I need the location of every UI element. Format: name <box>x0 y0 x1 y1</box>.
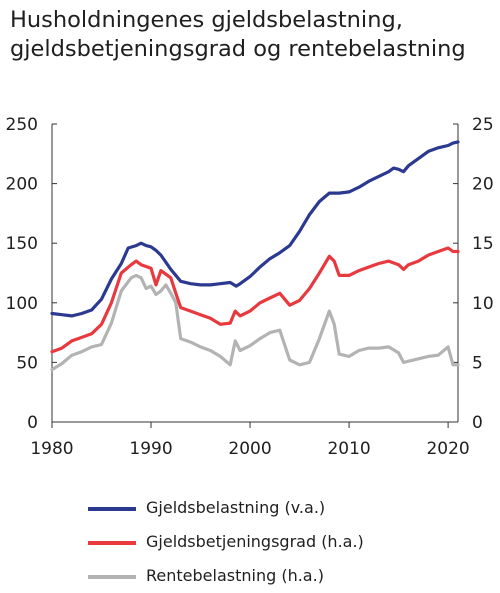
line-chart: 0 50 100 150 200 250 0 5 10 15 20 25 1980 1990 2000 201… <box>6 115 494 459</box>
legend-label: Gjeldsbelastning (v.a.) <box>146 498 326 517</box>
y-right-tick-label: 20 <box>472 175 494 195</box>
y-left-tick-label: 200 <box>6 175 38 195</box>
y-right-tick-label: 25 <box>472 115 494 135</box>
y-left-tick-label: 250 <box>6 115 38 135</box>
series-line-2 <box>50 273 460 372</box>
y-right-tick-label: 0 <box>472 413 483 433</box>
legend-swatch <box>88 507 136 511</box>
legend-swatch <box>88 541 136 545</box>
chart-axes: 0 50 100 150 200 250 0 5 10 15 20 25 1980 1990 2000 201… <box>6 115 494 459</box>
chart-title-line-2: gjeldsbetjeningsgrad og rentebelastning <box>10 36 466 62</box>
y-left-tick-label: 50 <box>16 353 38 373</box>
x-tick-label: 2000 <box>228 439 271 459</box>
x-tick-label: 2010 <box>327 439 370 459</box>
x-tick-label: 2020 <box>426 439 469 459</box>
y-right-tick-label: 15 <box>472 234 494 254</box>
series-line-0 <box>50 140 460 318</box>
series-line-1 <box>50 246 460 354</box>
legend-swatch <box>88 575 136 579</box>
x-tick-label: 1980 <box>30 439 73 459</box>
legend-label: Gjeldsbetjeningsgrad (h.a.) <box>146 532 364 551</box>
y-right-tick-label: 10 <box>472 294 494 314</box>
y-right-tick-label: 5 <box>472 353 483 373</box>
legend-label: Rentebelastning (h.a.) <box>146 566 324 585</box>
chart-title-line-1: Husholdningenes gjeldsbelastning, <box>10 7 403 33</box>
chart-series <box>50 140 460 372</box>
y-left-tick-label: 100 <box>6 294 38 314</box>
y-left-tick-label: 0 <box>27 413 38 433</box>
chart-title: Husholdningenes gjeldsbelastning, gjelds… <box>10 6 490 64</box>
y-left-tick-label: 150 <box>6 234 38 254</box>
x-tick-label: 1990 <box>129 439 172 459</box>
